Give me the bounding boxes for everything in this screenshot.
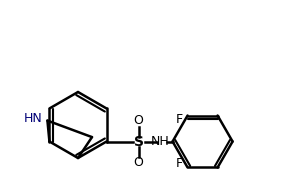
Text: O: O [134, 114, 144, 127]
Text: HN: HN [24, 112, 43, 125]
Text: NH: NH [151, 135, 170, 148]
Text: S: S [134, 135, 144, 149]
Text: O: O [134, 156, 144, 169]
Text: F: F [176, 157, 183, 170]
Text: F: F [176, 113, 183, 126]
